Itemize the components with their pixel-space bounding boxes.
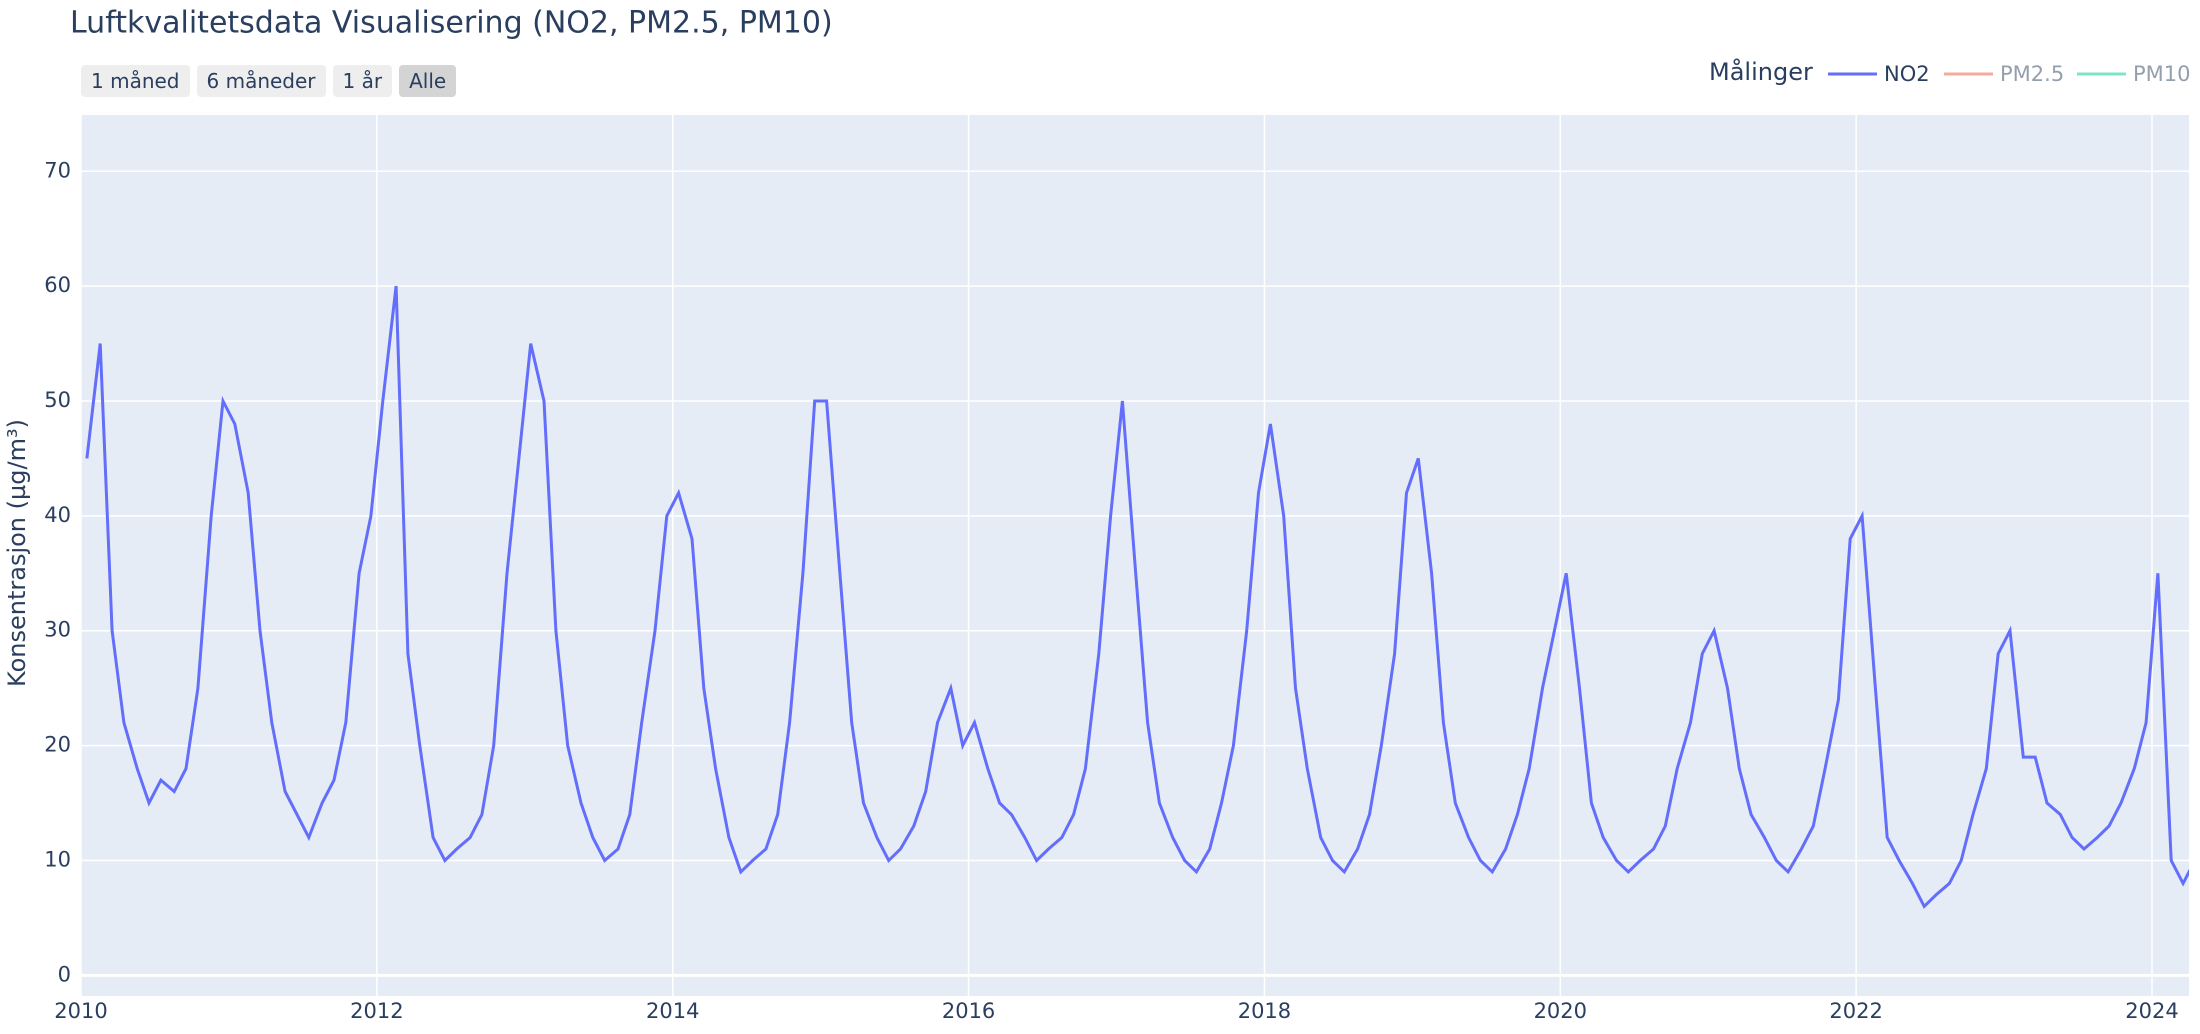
y-tick-label: 10 xyxy=(44,847,71,871)
y-tick-label: 40 xyxy=(44,503,71,527)
x-tick-label: 2014 xyxy=(646,999,699,1023)
x-tick-label: 2018 xyxy=(1238,999,1291,1023)
y-tick-label: 70 xyxy=(44,158,71,182)
legend-item[interactable]: PM10 xyxy=(2077,62,2191,86)
y-tick-label: 20 xyxy=(44,733,71,757)
chart-title: Luftkvalitetsdata Visualisering (NO2, PM… xyxy=(70,6,833,41)
range-selector: 1 måned 6 måneder 1 år Alle xyxy=(81,65,457,97)
legend-item[interactable]: PM2.5 xyxy=(1944,62,2064,86)
legend-label: PM10 xyxy=(2133,62,2191,86)
x-tick-label: 2010 xyxy=(54,999,107,1023)
x-tick-label: 2020 xyxy=(1534,999,1587,1023)
x-tick-label: 2024 xyxy=(2125,999,2178,1023)
range-button[interactable]: 1 måned xyxy=(81,65,190,97)
legend-label: PM2.5 xyxy=(2000,62,2064,86)
y-tick-label: 60 xyxy=(44,273,71,297)
range-button[interactable]: 6 måneder xyxy=(196,65,326,97)
legend-label: NO2 xyxy=(1884,62,1930,86)
y-tick-label: 0 xyxy=(58,962,71,986)
range-button[interactable]: 1 år xyxy=(332,65,393,97)
data-line xyxy=(85,285,2189,909)
y-tick-label: 30 xyxy=(44,618,71,642)
x-tick-label: 2012 xyxy=(350,999,403,1023)
y-axis-label: Konsentrasjon (µg/m³) xyxy=(3,419,31,687)
x-tick-label: 2022 xyxy=(1829,999,1882,1023)
x-tick-label: 2016 xyxy=(942,999,995,1023)
legend-item[interactable]: NO2 xyxy=(1828,62,1930,86)
y-tick-label: 50 xyxy=(44,388,71,412)
range-button[interactable]: Alle xyxy=(399,65,457,97)
legend-title: Målinger xyxy=(1709,57,1813,86)
